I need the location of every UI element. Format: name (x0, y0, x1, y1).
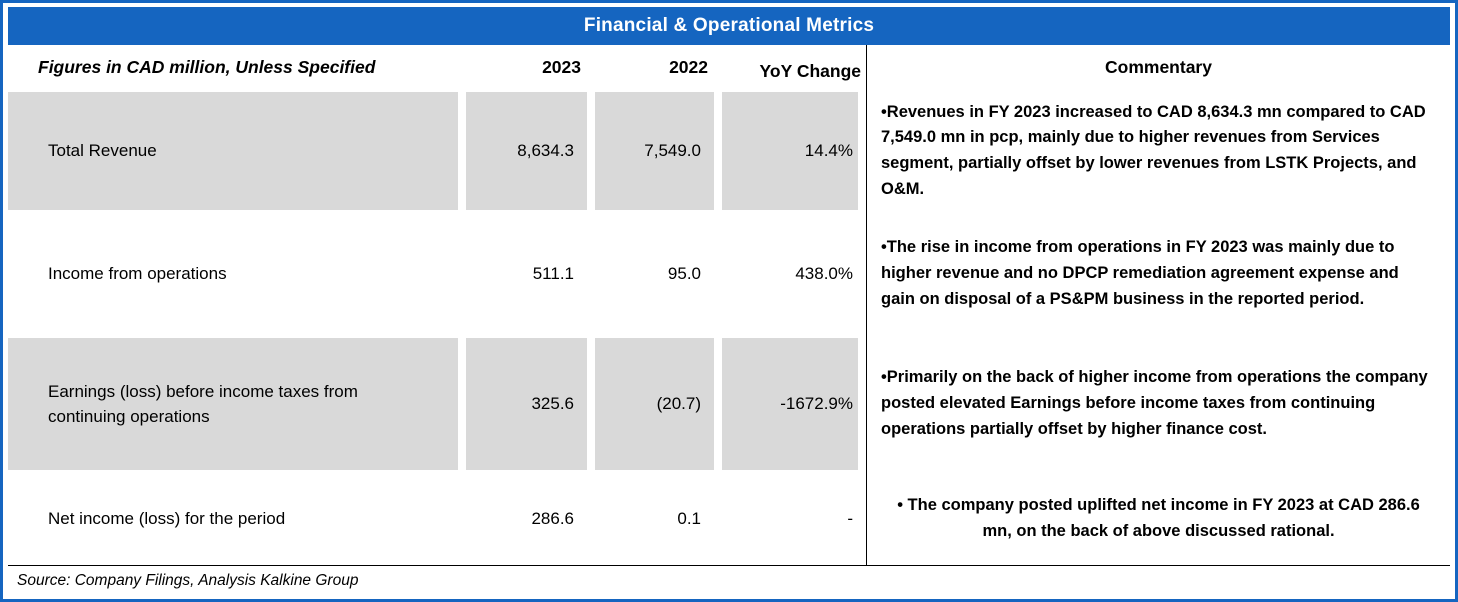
value-2022-total-revenue: 7,549.0 (595, 92, 714, 210)
yoy-cell-net-income: - (847, 509, 853, 528)
metric-cell-net-income: Net income (loss) for the period (48, 509, 286, 529)
value-2023-total-revenue: 8,634.3 (466, 92, 587, 210)
value-2023-income-from-operations: 511.1 (532, 264, 574, 283)
commentary-cell-total-revenue: •Revenues in FY 2023 increased to CAD 8,… (866, 89, 1450, 213)
value-2022-earnings-before-taxes: (20.7) (595, 338, 714, 470)
metric-cell-earnings-before-taxes: Earnings (loss) before income taxes from… (8, 338, 458, 470)
commentary-cell-net-income: • The company posted uplifted net income… (866, 473, 1450, 565)
panel-title: Financial & Operational Metrics (8, 7, 1450, 45)
value-2023-earnings-before-taxes: 325.6 (466, 338, 587, 470)
value-2022-income-from-operations: 95.0 (667, 264, 701, 283)
yoy-cell-total-revenue: 14.4% (722, 92, 858, 210)
column-header-2023: 2023 (542, 56, 581, 77)
metrics-table: Figures in CAD million, Unless Specified… (8, 45, 1450, 595)
column-header-commentary: Commentary (866, 45, 1450, 89)
value-2022-net-income: 0.1 (677, 509, 701, 528)
source-note: Source: Company Filings, Analysis Kalkin… (8, 565, 1450, 595)
value-2023-net-income: 286.6 (531, 509, 574, 528)
metric-cell-income-from-operations: Income from operations (48, 264, 227, 284)
yoy-cell-earnings-before-taxes: -1672.9% (722, 338, 858, 470)
column-header-2022: 2022 (669, 56, 708, 77)
column-header-metric: Figures in CAD million, Unless Specified (38, 56, 376, 77)
column-header-yoy-change: YoY Change (759, 60, 861, 81)
commentary-cell-income-from-operations: •The rise in income from operations in F… (866, 213, 1450, 335)
commentary-cell-earnings-before-taxes: •Primarily on the back of higher income … (866, 335, 1450, 473)
metric-cell-total-revenue: Total Revenue (8, 92, 458, 210)
yoy-cell-income-from-operations: 438.0% (795, 264, 853, 283)
